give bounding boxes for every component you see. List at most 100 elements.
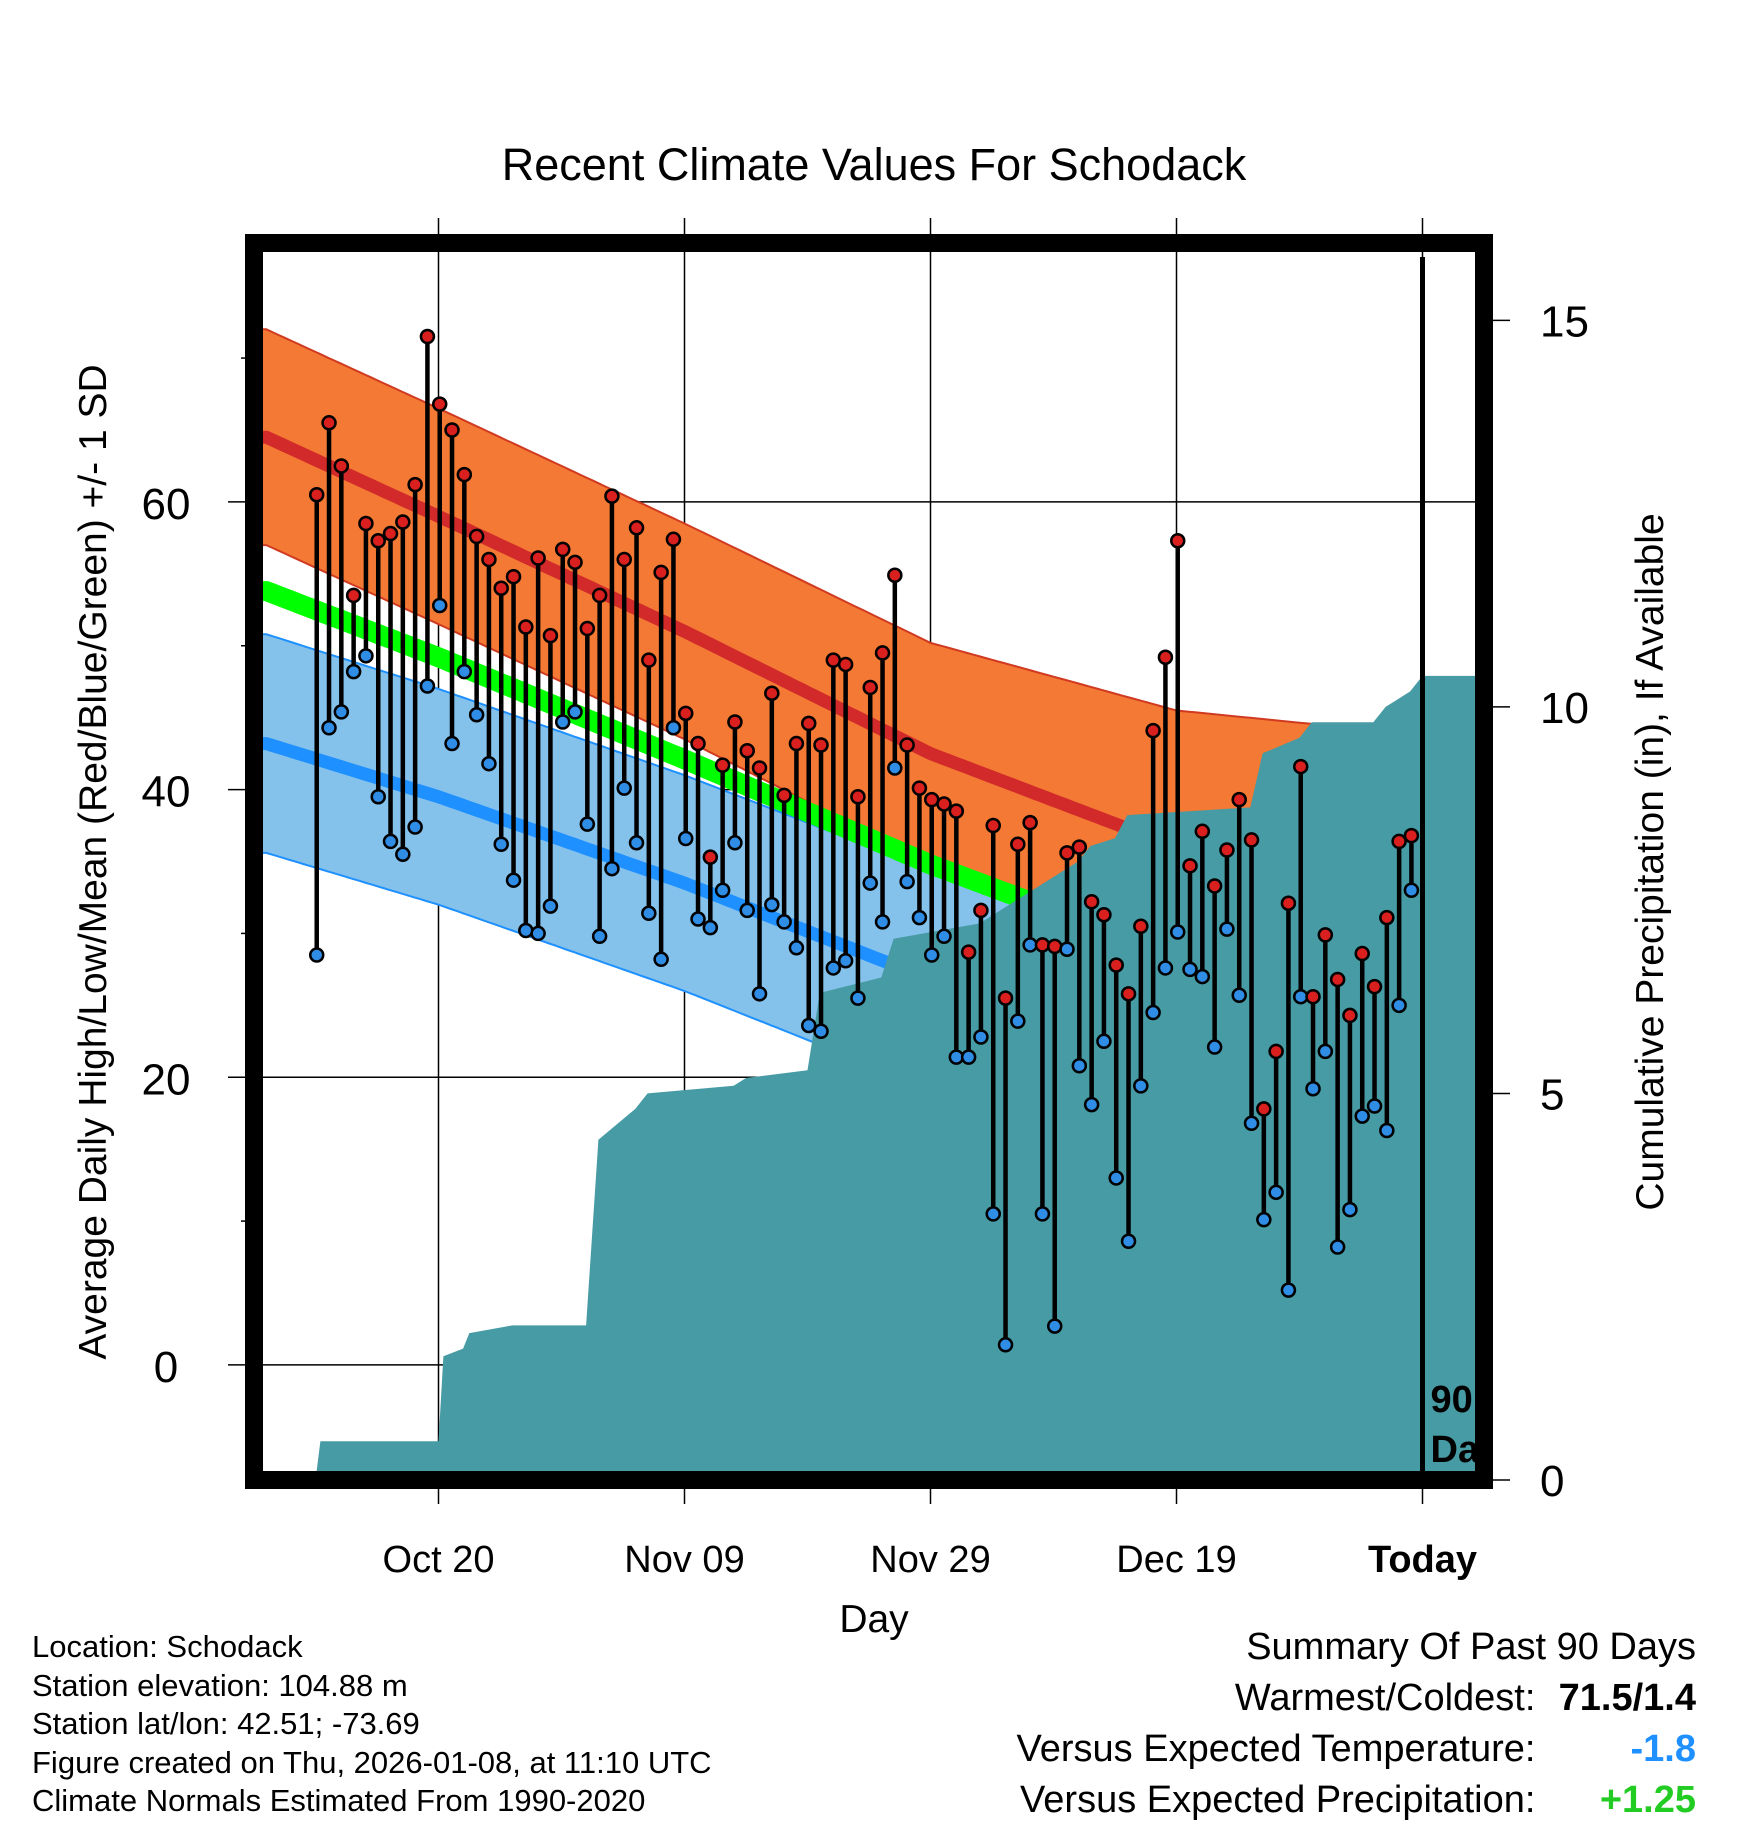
high-point [591,587,608,604]
low-point [1256,1211,1272,1228]
y2-tick-label: 0 [1540,1457,1564,1506]
low-point [825,960,842,976]
high-point [825,652,842,668]
high-point [407,476,423,493]
low-point [591,928,608,945]
high-point [997,990,1014,1006]
high-point [874,645,891,661]
high-point [395,514,411,530]
high-point [1133,918,1149,934]
high-point [788,735,805,752]
low-point [653,951,669,968]
low-point [874,914,891,930]
low-point [1206,1039,1223,1055]
high-point [456,466,473,483]
low-point [714,882,731,899]
temp-row: Versus Expected Temperature: -1.8 [1017,1724,1696,1775]
low-point [665,719,682,736]
low-point [554,714,571,730]
high-point [554,541,571,558]
low-point [333,704,350,720]
high-point [677,705,694,722]
high-point [948,803,965,819]
high-point [628,520,645,536]
low-point [837,952,854,969]
low-point [862,875,878,891]
high-point [1022,814,1038,831]
high-point [1145,722,1161,739]
normals-text: Climate Normals Estimated From 1990-2020 [32,1783,646,1818]
high-point [333,458,350,474]
low-point [727,835,743,851]
low-point [997,1337,1014,1353]
precip-value: +1.25 [1599,1779,1696,1821]
low-point [1169,924,1186,940]
chart-title: Recent Climate Values For Schodack [502,139,1247,190]
low-point [702,919,719,936]
low-point [419,678,436,694]
low-point [616,780,632,796]
high-point [813,737,829,753]
warm-cold-row: Warmest/Coldest: 71.5/1.4 [1017,1673,1696,1724]
low-point [973,1029,989,1045]
high-point [899,737,915,753]
low-point [739,902,755,919]
high-point [1182,858,1198,874]
high-point [862,679,878,696]
created-text: Figure created on Thu, 2026-01-08, at 11… [32,1744,712,1780]
low-point [1231,987,1247,1004]
high-point [370,532,386,549]
high-point [923,791,940,808]
low-point [542,898,559,914]
low-point [1108,1170,1124,1186]
y2-tick-label: 15 [1540,297,1589,346]
low-point [690,911,706,927]
high-point [345,587,362,604]
low-point [1046,1318,1063,1334]
y2-tick-label: 5 [1540,1070,1564,1119]
low-point [321,719,337,736]
axes-layer: 0 20 40 60 0 5 10 15 Oct 20 Nov 09 Nov 29 Dec 19 Tod… [142,297,1589,1581]
high-point [481,551,497,568]
summary-title: Summary Of Past 90 Days [1246,1626,1696,1668]
low-point [370,789,386,805]
warm-cold-label: Warmest/Coldest: [1234,1677,1536,1719]
x-axis-label: Day [839,1598,909,1641]
low-point [395,846,411,863]
high-point [1010,836,1026,852]
low-point [628,835,645,851]
low-point [923,947,940,963]
low-point [493,836,509,852]
low-point [1317,1043,1334,1060]
high-point [1403,827,1420,844]
high-point [1071,839,1088,855]
temp-value: -1.8 [1630,1728,1696,1770]
low-point [1329,1239,1346,1255]
low-point [1403,882,1420,899]
high-point [702,849,719,865]
high-point [850,789,866,805]
high-point [518,619,534,635]
high-point [1268,1043,1284,1060]
high-point [468,528,485,545]
low-point [1071,1057,1088,1074]
high-point [321,415,337,431]
high-point [973,902,989,919]
low-point [1354,1108,1370,1124]
low-point [518,922,534,939]
high-point [690,735,706,752]
high-point [1305,988,1321,1005]
high-point [1342,1007,1358,1024]
high-point [1231,791,1247,808]
high-point [800,715,817,732]
low-point [1034,1206,1051,1222]
y-tick-label: 0 [154,1343,178,1392]
low-point [911,909,928,926]
low-point [1342,1201,1358,1218]
precip-label: Versus Expected Precipitation: [1020,1779,1536,1821]
low-point [1182,961,1198,978]
high-point [837,656,854,673]
high-point [1034,937,1051,953]
high-point [493,580,509,596]
high-point [776,787,792,804]
